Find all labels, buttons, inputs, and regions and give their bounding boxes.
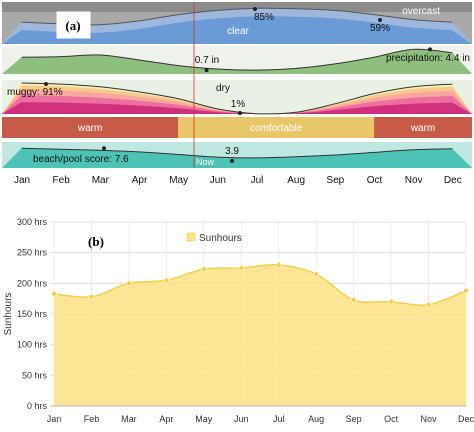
clear-min-marker <box>378 18 382 22</box>
x-tick-label: Jan <box>14 175 30 186</box>
x-tick-label: Nov <box>405 175 423 186</box>
precipitation-max-annotation: precipitation: 4.4 in <box>386 53 470 64</box>
precipitation-min-marker <box>204 68 209 73</box>
panel-b: 0 hrs 50 hrs 100 hrs 150 hrs 200 hrs 250 hrs 3… <box>3 217 474 424</box>
precipitation-max-marker <box>428 47 432 52</box>
panel-a-label-box <box>56 11 91 39</box>
x-tick-label: Nov <box>421 414 438 424</box>
muggy-min-annotation: 1% <box>231 99 246 110</box>
beach-score-max-annotation: beach/pool score: 7.6 <box>33 154 129 165</box>
temperature-segment <box>374 117 472 138</box>
now-marker-label: Now <box>196 157 215 167</box>
clear-min-annotation: 59% <box>370 23 390 34</box>
sunhours-point <box>388 298 394 305</box>
miserable-layer <box>2 102 472 114</box>
temperature-segment-label: warm <box>77 123 102 134</box>
beach-score-min-marker <box>230 158 234 163</box>
y-tick-label: 200 hrs <box>17 278 48 288</box>
y-tick-label: 100 hrs <box>17 340 48 350</box>
sunhours-point <box>350 297 357 303</box>
temperature-segment <box>2 117 179 138</box>
y-tick-label: 150 hrs <box>17 309 48 319</box>
temperature-segment-label: warm <box>410 123 435 134</box>
sunhours-line <box>53 263 467 306</box>
sunhours-point <box>126 280 132 287</box>
muggy-min-marker <box>238 111 242 115</box>
precipitation-min-annotation: 0.7 in <box>195 55 219 66</box>
sunhours-point <box>425 301 432 308</box>
panel-a-label: (a) <box>65 18 80 33</box>
x-tick-label: Jun <box>210 175 226 186</box>
x-tick-label: Feb <box>84 414 100 424</box>
x-tick-label: Jul <box>273 414 285 424</box>
y-tick-label: 0 hrs <box>27 401 48 411</box>
y-tick-label: 50 hrs <box>22 370 48 380</box>
sunhours-point <box>163 277 170 284</box>
x-tick-label: Jun <box>234 414 249 424</box>
clear-sky-line <box>21 7 453 26</box>
clear-area <box>2 16 472 44</box>
x-tick-label: May <box>195 414 213 424</box>
clear-max-annotation: 85% <box>254 12 274 23</box>
beach-score-min-annotation: 3.9 <box>225 146 239 157</box>
panel-b-label: (b) <box>88 234 104 249</box>
sunhours-point <box>275 262 282 268</box>
x-tick-label: Jul <box>251 175 264 186</box>
sunhours-point <box>238 265 245 271</box>
x-tick-label: Apr <box>132 175 148 186</box>
y-tick-label: 300 hrs <box>17 217 48 227</box>
x-tick-label: Sep <box>326 175 344 186</box>
x-tick-label: Dec <box>458 414 474 424</box>
beach-score-line <box>21 147 453 159</box>
x-tick-label: Feb <box>53 175 71 186</box>
muggy-line <box>21 82 453 115</box>
panel-a: clear overcast 85% 59% (a) 0.7 in precipitatio… <box>1 2 472 186</box>
x-tick-label: Oct <box>384 414 399 424</box>
x-tick-label: Jan <box>47 414 62 424</box>
legend-swatch <box>186 232 196 242</box>
muggy-max-marker <box>44 82 48 86</box>
clear-label: clear <box>227 26 249 37</box>
sunhours-point <box>313 271 319 277</box>
temperature-segment-label: comfortable <box>250 123 303 134</box>
dry-label: dry <box>216 83 230 94</box>
clear-max-marker <box>253 7 257 11</box>
muggy-max-annotation: muggy: 91% <box>7 87 63 98</box>
x-tick-label: Mar <box>121 414 137 424</box>
legend-label: Sunhours <box>199 233 242 244</box>
precipitation-area <box>2 49 472 74</box>
y-tick-label: 250 hrs <box>17 248 48 258</box>
sunhours-area <box>54 264 466 406</box>
x-tick-label: Oct <box>367 175 383 186</box>
x-tick-label: May <box>169 175 188 186</box>
sunhours-point <box>201 266 207 273</box>
sunhours-point <box>51 290 57 297</box>
sunhours-point <box>463 287 469 294</box>
overcast-label: overcast <box>402 6 440 17</box>
x-tick-label: Sep <box>346 414 362 424</box>
x-tick-label: Aug <box>308 414 324 424</box>
x-tick-label: Mar <box>92 175 110 186</box>
x-tick-label: Dec <box>444 175 462 186</box>
precipitation-line <box>21 48 453 71</box>
x-tick-label: Apr <box>159 414 173 424</box>
temperature-segment <box>178 117 375 138</box>
sunhours-point <box>88 294 95 300</box>
beach-score-max-marker <box>102 146 106 151</box>
x-tick-label: Aug <box>287 175 305 186</box>
y-axis-title: Sunhours <box>3 293 14 336</box>
